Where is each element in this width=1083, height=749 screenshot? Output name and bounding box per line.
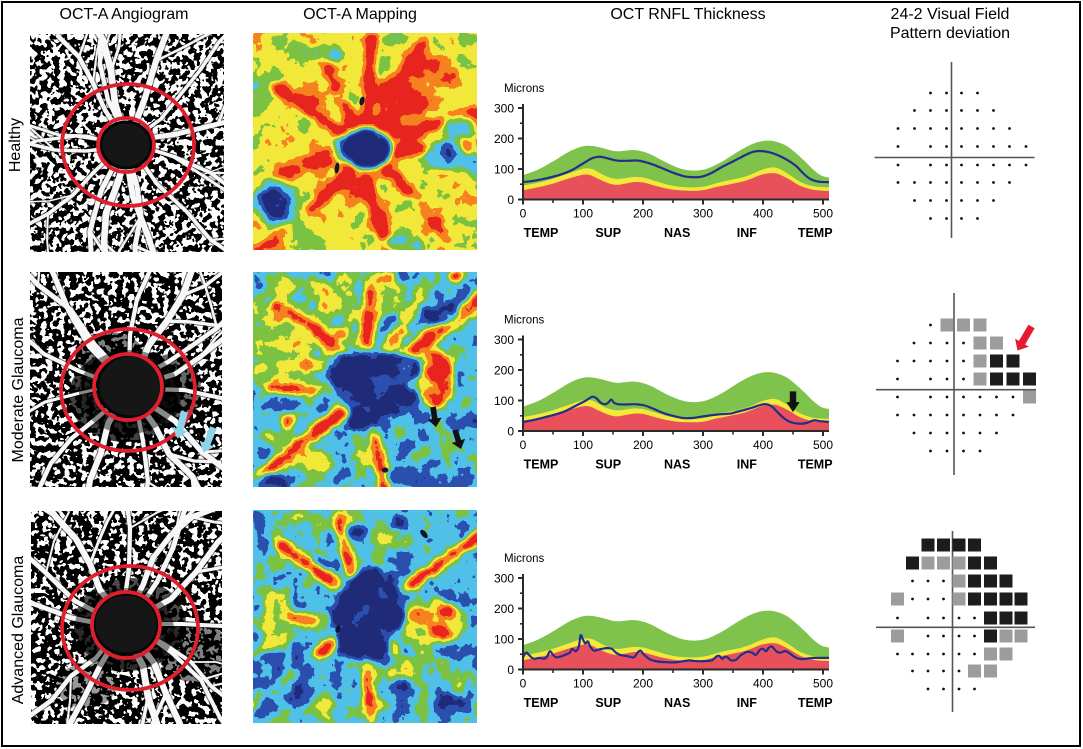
svg-text:300: 300	[693, 438, 713, 452]
svg-text:100: 100	[494, 163, 514, 177]
svg-text:300: 300	[494, 102, 514, 116]
svg-text:300: 300	[494, 572, 514, 586]
svg-text:SUP: SUP	[595, 458, 621, 472]
svg-text:100: 100	[573, 438, 593, 452]
svg-text:NAS: NAS	[664, 226, 690, 240]
svg-text:TEMP: TEMP	[798, 226, 833, 240]
svg-text:0: 0	[507, 663, 514, 677]
svg-text:400: 400	[753, 677, 773, 691]
svg-text:500: 500	[813, 438, 833, 452]
svg-text:200: 200	[494, 364, 514, 378]
svg-text:Microns: Microns	[504, 83, 545, 95]
svg-text:Microns: Microns	[504, 315, 545, 327]
svg-text:0: 0	[520, 207, 527, 221]
svg-text:INF: INF	[737, 458, 758, 472]
svg-text:500: 500	[813, 207, 833, 221]
svg-text:0: 0	[507, 193, 514, 207]
svg-text:200: 200	[494, 132, 514, 146]
svg-text:TEMP: TEMP	[524, 458, 559, 472]
svg-text:100: 100	[573, 677, 593, 691]
svg-text:100: 100	[494, 633, 514, 647]
svg-text:0: 0	[507, 425, 514, 439]
svg-text:INF: INF	[737, 696, 758, 710]
svg-text:SUP: SUP	[595, 226, 621, 240]
svg-text:TEMP: TEMP	[798, 696, 833, 710]
svg-text:500: 500	[813, 677, 833, 691]
svg-text:0: 0	[520, 677, 527, 691]
svg-text:300: 300	[693, 677, 713, 691]
svg-text:200: 200	[494, 602, 514, 616]
svg-text:100: 100	[573, 207, 593, 221]
svg-text:Microns: Microns	[504, 553, 545, 565]
svg-text:TEMP: TEMP	[524, 226, 559, 240]
svg-text:TEMP: TEMP	[798, 458, 833, 472]
svg-text:TEMP: TEMP	[524, 696, 559, 710]
svg-text:100: 100	[494, 394, 514, 408]
svg-text:NAS: NAS	[664, 696, 690, 710]
svg-text:400: 400	[753, 207, 773, 221]
svg-text:200: 200	[633, 207, 653, 221]
svg-text:NAS: NAS	[664, 458, 690, 472]
svg-text:SUP: SUP	[595, 696, 621, 710]
svg-text:INF: INF	[737, 226, 758, 240]
svg-text:200: 200	[633, 438, 653, 452]
svg-text:300: 300	[693, 207, 713, 221]
svg-text:200: 200	[633, 677, 653, 691]
svg-text:0: 0	[520, 438, 527, 452]
svg-text:300: 300	[494, 333, 514, 347]
svg-text:400: 400	[753, 438, 773, 452]
